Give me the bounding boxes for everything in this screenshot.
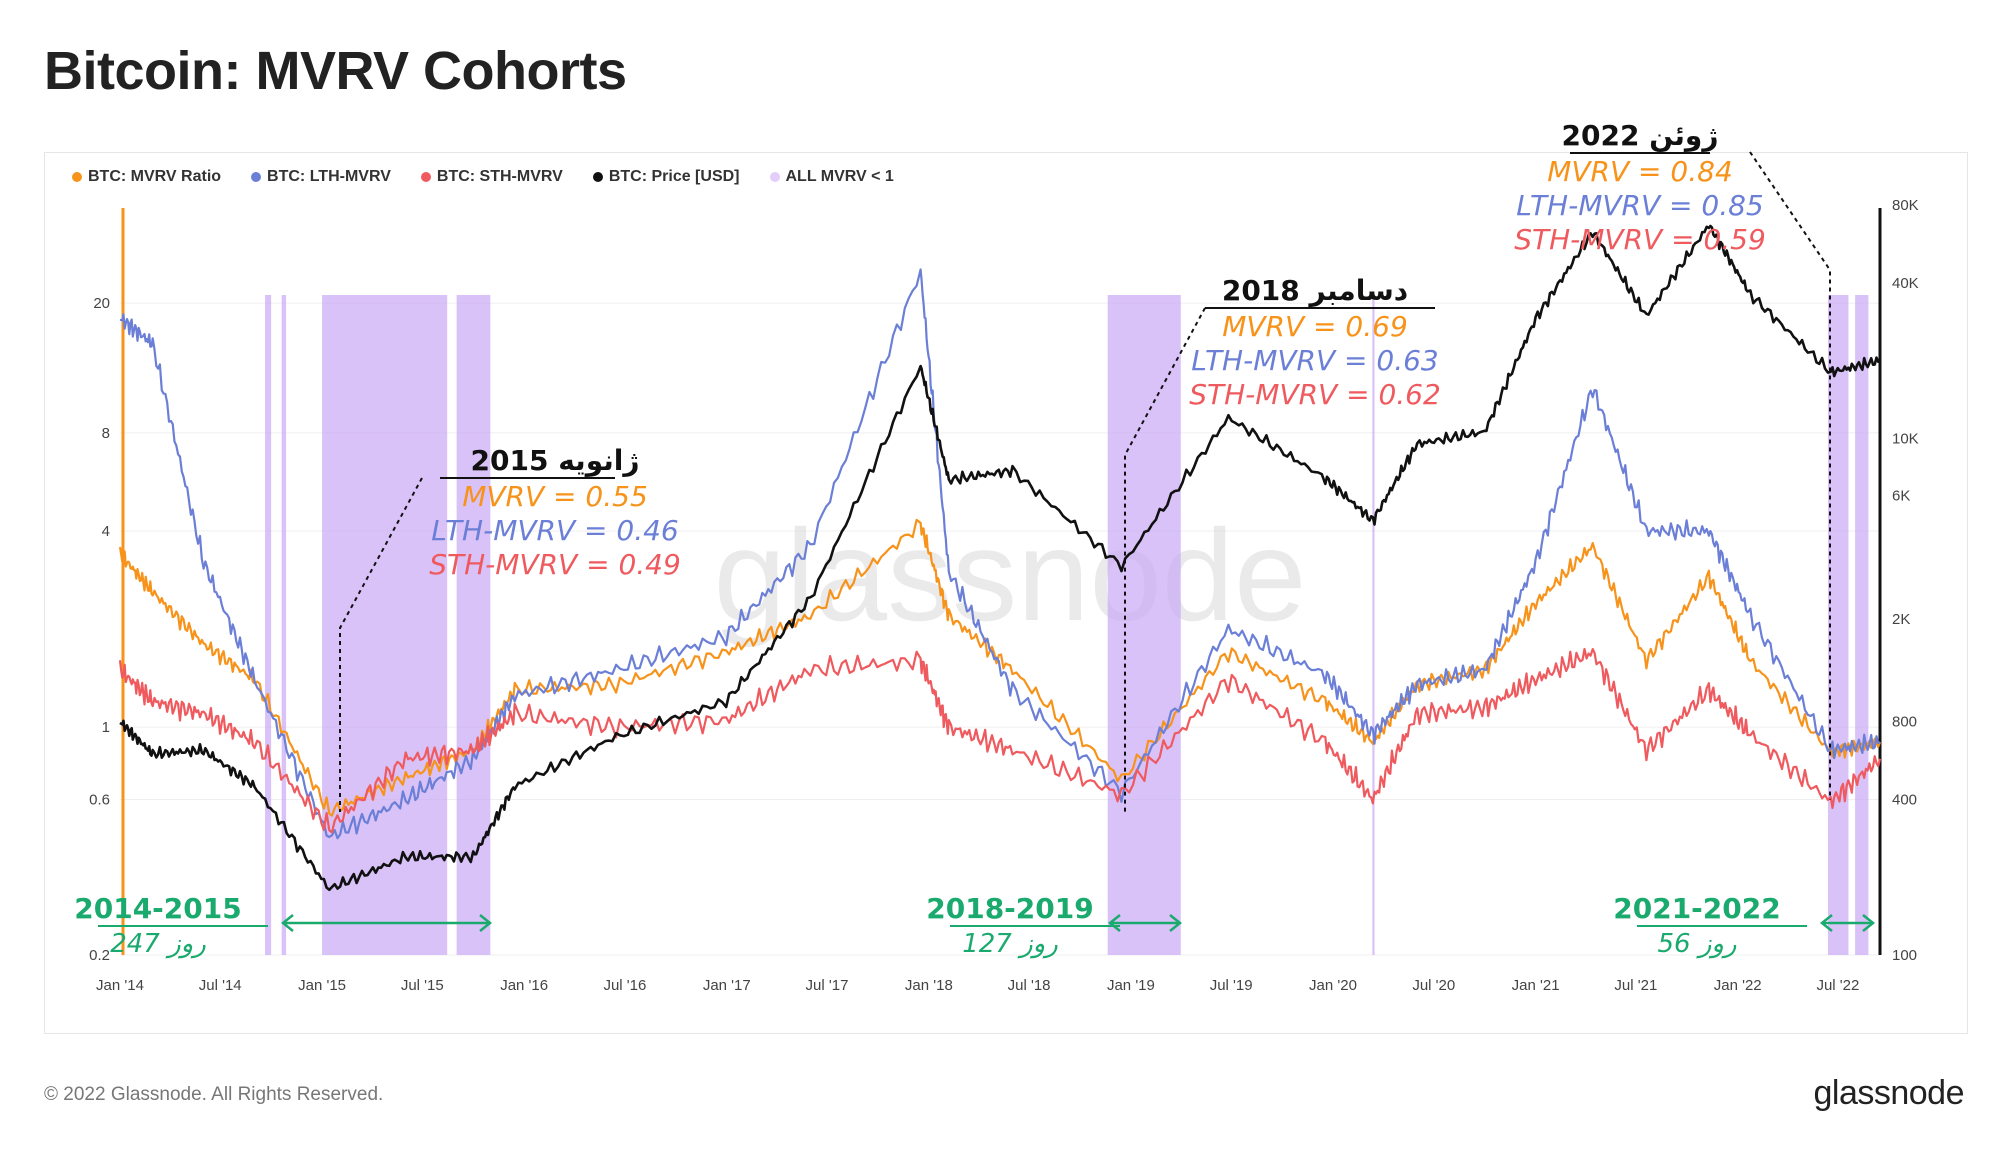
period-arrow-right-head	[1862, 914, 1876, 932]
y-left-tick-label: 0.2	[89, 947, 110, 964]
glassnode-logo[interactable]: glassnode	[1813, 1074, 1964, 1112]
legend-dot-shade	[769, 172, 780, 182]
x-tick-label: Jan '22	[1714, 977, 1762, 994]
period-arrow-left-head	[1819, 914, 1833, 932]
y-right-tick-label: 800	[1892, 714, 1917, 731]
annotation-sth-value: STH-MVRV = 0.49	[429, 548, 681, 581]
x-tick-label: Jan '20	[1309, 977, 1357, 994]
y-right-tick-label: 10K	[1892, 430, 1919, 447]
y-left-tick-label: 8	[102, 425, 110, 442]
annotation-sth-value: STH-MVRV = 0.62	[1189, 378, 1441, 411]
x-tick-label: Jan '21	[1512, 977, 1560, 994]
x-tick-label: Jan '15	[298, 977, 346, 994]
annotation-leader-line-0	[339, 477, 423, 812]
period-arrow-left-head	[280, 914, 294, 932]
annotation-mvrv-value: MVRV = 0.69	[1222, 310, 1408, 343]
x-tick-label: Jul '16	[603, 977, 646, 994]
x-tick-label: Jul '19	[1210, 977, 1253, 994]
legend-label-price: BTC: Price [USD]	[608, 168, 740, 185]
series-line-mvrv	[118, 518, 1882, 817]
annotation-lth-value: LTH-MVRV = 0.63	[1191, 344, 1439, 377]
period-label: 2014-2015	[74, 892, 241, 925]
x-tick-label: Jan '14	[96, 977, 144, 994]
legend-label-shade: ALL MVRV < 1	[785, 168, 894, 185]
x-tick-label: Jul '18	[1008, 977, 1051, 994]
series-line-lth	[119, 268, 1881, 840]
x-tick-label: Jul '17	[806, 977, 849, 994]
legend-label-sth: BTC: STH-MVRV	[436, 168, 563, 185]
legend-item-price[interactable]: BTC: Price [USD]	[592, 168, 740, 186]
annotation-date-label: ژانویه 2015	[471, 444, 640, 477]
page-title: Bitcoin: MVRV Cohorts	[44, 41, 627, 101]
period-0: 2014-2015 247 روز	[74, 892, 493, 959]
legend-label-mvrv: BTC: MVRV Ratio	[88, 168, 222, 185]
period-2: 2021-2022 56 روز	[1613, 892, 1876, 959]
legend-item-lth[interactable]: BTC: LTH-MVRV	[251, 168, 391, 186]
y-left-tick-label: 0.6	[89, 791, 110, 808]
mvrv-below-one-region-1	[281, 295, 287, 955]
mvrv-below-one-region-7	[1855, 295, 1869, 955]
annotation-lth-value: LTH-MVRV = 0.46	[431, 514, 679, 547]
annotation-date-label: دسامبر 2018	[1222, 274, 1408, 307]
period-days: 56 روز	[1657, 929, 1736, 959]
x-tick-label: Jul '20	[1412, 977, 1455, 994]
x-tick-label: Jul '21	[1614, 977, 1657, 994]
annotation-mvrv-value: MVRV = 0.84	[1547, 155, 1733, 188]
period-label: 2018-2019	[926, 892, 1093, 925]
mvrv-below-one-region-5	[1372, 295, 1375, 955]
x-tick-label: Jul '15	[401, 977, 444, 994]
y-left-tick-label: 20	[93, 295, 110, 312]
legend-item-shade[interactable]: ALL MVRV < 1	[769, 168, 894, 186]
x-tick-label: Jan '16	[500, 977, 548, 994]
y-left-tick-label: 1	[102, 719, 110, 736]
mvrv-below-one-region-4	[1107, 295, 1181, 955]
legend-dot-price	[592, 172, 603, 182]
annotation-date-label: ژوئن 2022	[1562, 119, 1719, 152]
mvrv-below-one-region-2	[322, 295, 448, 955]
legend-dot-lth	[251, 172, 262, 182]
y-right-tick-label: 2K	[1892, 611, 1910, 628]
y-right-tick-label: 80K	[1892, 197, 1919, 214]
x-tick-label: Jan '17	[703, 977, 751, 994]
y-right-tick-label: 40K	[1892, 275, 1919, 292]
y-right-tick-label: 100	[1892, 947, 1917, 964]
mvrv-below-one-region-0	[265, 295, 272, 955]
mvrv-below-one-region-3	[456, 295, 491, 955]
copyright-text: © 2022 Glassnode. All Rights Reserved.	[44, 1084, 384, 1105]
chart-legend: BTC: MVRV Ratio BTC: LTH-MVRV BTC: STH-M…	[72, 168, 894, 186]
legend-item-sth[interactable]: BTC: STH-MVRV	[420, 168, 563, 186]
legend-item-mvrv[interactable]: BTC: MVRV Ratio	[72, 168, 221, 186]
annotation-mvrv-value: MVRV = 0.55	[462, 480, 648, 513]
x-tick-label: Jan '18	[905, 977, 953, 994]
legend-dot-sth	[420, 172, 431, 182]
period-days: 127 روز	[962, 929, 1058, 959]
annotation-lth-value: LTH-MVRV = 0.85	[1516, 189, 1764, 222]
period-days: 247 روز	[110, 929, 206, 959]
y-left-tick-label: 4	[102, 523, 110, 540]
series-line-sth	[118, 647, 1882, 834]
legend-label-lth: BTC: LTH-MVRV	[267, 168, 391, 185]
period-arrow-right-head	[479, 914, 493, 932]
x-tick-label: Jul '22	[1816, 977, 1859, 994]
period-arrow-right-head	[1169, 914, 1183, 932]
y-right-tick-label: 6K	[1892, 488, 1910, 505]
x-tick-label: Jul '14	[199, 977, 242, 994]
y-right-tick-label: 400	[1892, 791, 1917, 808]
period-1: 2018-2019 127 روز	[926, 892, 1183, 959]
watermark-text: glassnode	[714, 502, 1307, 648]
mvrv-below-one-region-6	[1827, 295, 1849, 955]
x-tick-label: Jan '19	[1107, 977, 1155, 994]
period-arrow-left-head	[1107, 914, 1121, 932]
annotation-sth-value: STH-MVRV = 0.59	[1514, 223, 1766, 256]
series-line-price	[119, 224, 1881, 892]
legend-dot-mvrv	[72, 172, 82, 182]
period-label: 2021-2022	[1613, 892, 1780, 925]
